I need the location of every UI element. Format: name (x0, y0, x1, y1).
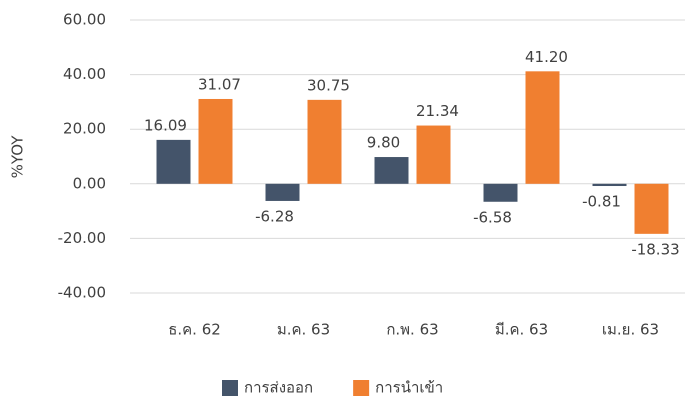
y-tick-label: -40.00 (58, 284, 106, 302)
bar (592, 183, 627, 187)
data-label: 21.34 (416, 102, 459, 120)
legend-label: การส่งออก (244, 379, 313, 397)
bar (634, 183, 669, 234)
bar (265, 183, 300, 201)
data-label: 9.80 (367, 134, 400, 152)
bar (156, 139, 191, 184)
y-tick-label: 60.00 (63, 11, 106, 29)
bar (483, 183, 518, 202)
bar (525, 71, 560, 184)
x-tick-label: ธ.ค. 62 (168, 321, 221, 339)
legend-label: การนำเข้า (375, 379, 443, 397)
y-tick-label: 40.00 (63, 65, 106, 83)
legend-swatch (353, 380, 370, 396)
bar (307, 99, 342, 184)
x-tick-label: ก.พ. 63 (386, 321, 438, 339)
data-label: 16.09 (144, 116, 187, 134)
bar (416, 125, 451, 184)
y-tick-label: -20.00 (58, 229, 106, 247)
x-tick-label: ม.ค. 63 (277, 321, 330, 339)
data-label: -6.28 (255, 207, 294, 225)
data-label: -0.81 (582, 193, 621, 211)
data-label: -18.33 (631, 240, 679, 258)
y-tick-label: 0.00 (73, 174, 106, 192)
bar (198, 98, 233, 184)
y-axis-title: %YOY (9, 135, 27, 179)
bar (374, 157, 409, 184)
data-label: -6.58 (473, 208, 512, 226)
legend-swatch (222, 380, 238, 396)
data-label: 31.07 (198, 75, 241, 93)
data-label: 41.20 (525, 48, 568, 66)
y-tick-label: 20.00 (63, 120, 106, 138)
data-label: 30.75 (307, 76, 350, 94)
x-tick-label: มี.ค. 63 (495, 321, 548, 339)
x-tick-label: เม.ย. 63 (602, 321, 659, 339)
